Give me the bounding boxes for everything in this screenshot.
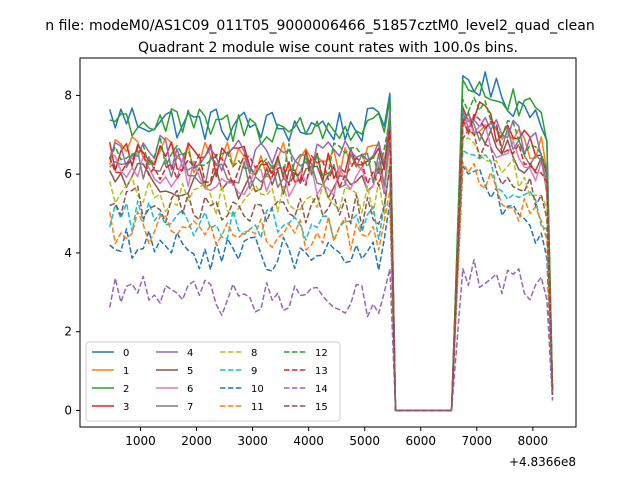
- series-line-15: [109, 129, 554, 412]
- x-tick-label: 3000: [237, 434, 268, 448]
- series-line-9: [108, 149, 554, 412]
- legend-label: 12: [315, 348, 328, 359]
- x-tick-label: 8000: [518, 434, 549, 448]
- legend-label: 0: [123, 348, 129, 359]
- y-tick-label: 8: [64, 88, 72, 102]
- legend-label: 2: [123, 384, 129, 395]
- series-line-11: [108, 161, 554, 412]
- legend-label: 8: [251, 348, 257, 359]
- legend-label: 13: [315, 366, 328, 377]
- x-tick-label: 6000: [405, 434, 436, 448]
- figure-suptitle: n file: modeM0/AS1C09_011T05_9000006466_…: [45, 18, 594, 34]
- x-offset-label: +4.8366e8: [509, 455, 576, 469]
- legend-label: 9: [251, 366, 257, 377]
- legend-label: 10: [251, 384, 264, 395]
- legend-box: [85, 341, 341, 422]
- x-tick-label: 7000: [462, 434, 493, 448]
- legend-label: 3: [123, 402, 129, 413]
- chart-title: Quadrant 2 module wise count rates with …: [138, 40, 518, 56]
- legend-label: 11: [251, 402, 264, 413]
- x-tick-label: 1000: [125, 434, 156, 448]
- legend-label: 1: [123, 366, 129, 377]
- legend-label: 15: [315, 402, 328, 413]
- series-line-14: [108, 258, 554, 412]
- y-tick-label: 0: [64, 403, 72, 417]
- series-layer: [108, 71, 554, 412]
- legend-label: 4: [187, 348, 193, 359]
- y-tick-label: 2: [64, 325, 72, 339]
- legend-label: 6: [187, 384, 193, 395]
- legend-label: 5: [187, 366, 193, 377]
- x-tick-label: 4000: [293, 434, 324, 448]
- series-line-2: [109, 78, 554, 412]
- series-line-10: [109, 165, 554, 412]
- x-tick-label: 5000: [349, 434, 380, 448]
- y-axis: 0 2 4 6 8: [64, 88, 80, 417]
- x-tick-label: 2000: [181, 434, 212, 448]
- y-tick-label: 4: [64, 246, 72, 260]
- series-line-8: [108, 137, 554, 412]
- x-axis: 1000 2000 3000 4000 5000 6000 7000 8000: [125, 427, 548, 448]
- legend-label: 7: [187, 402, 193, 413]
- legend-label: 14: [315, 384, 328, 395]
- series-line-6: [109, 118, 554, 412]
- series-line-0: [108, 71, 554, 412]
- plot-frame: [79, 57, 577, 428]
- y-tick-label: 6: [64, 167, 72, 181]
- series-line-12: [109, 96, 554, 412]
- series-line-4: [108, 110, 554, 412]
- series-line-13: [108, 113, 554, 412]
